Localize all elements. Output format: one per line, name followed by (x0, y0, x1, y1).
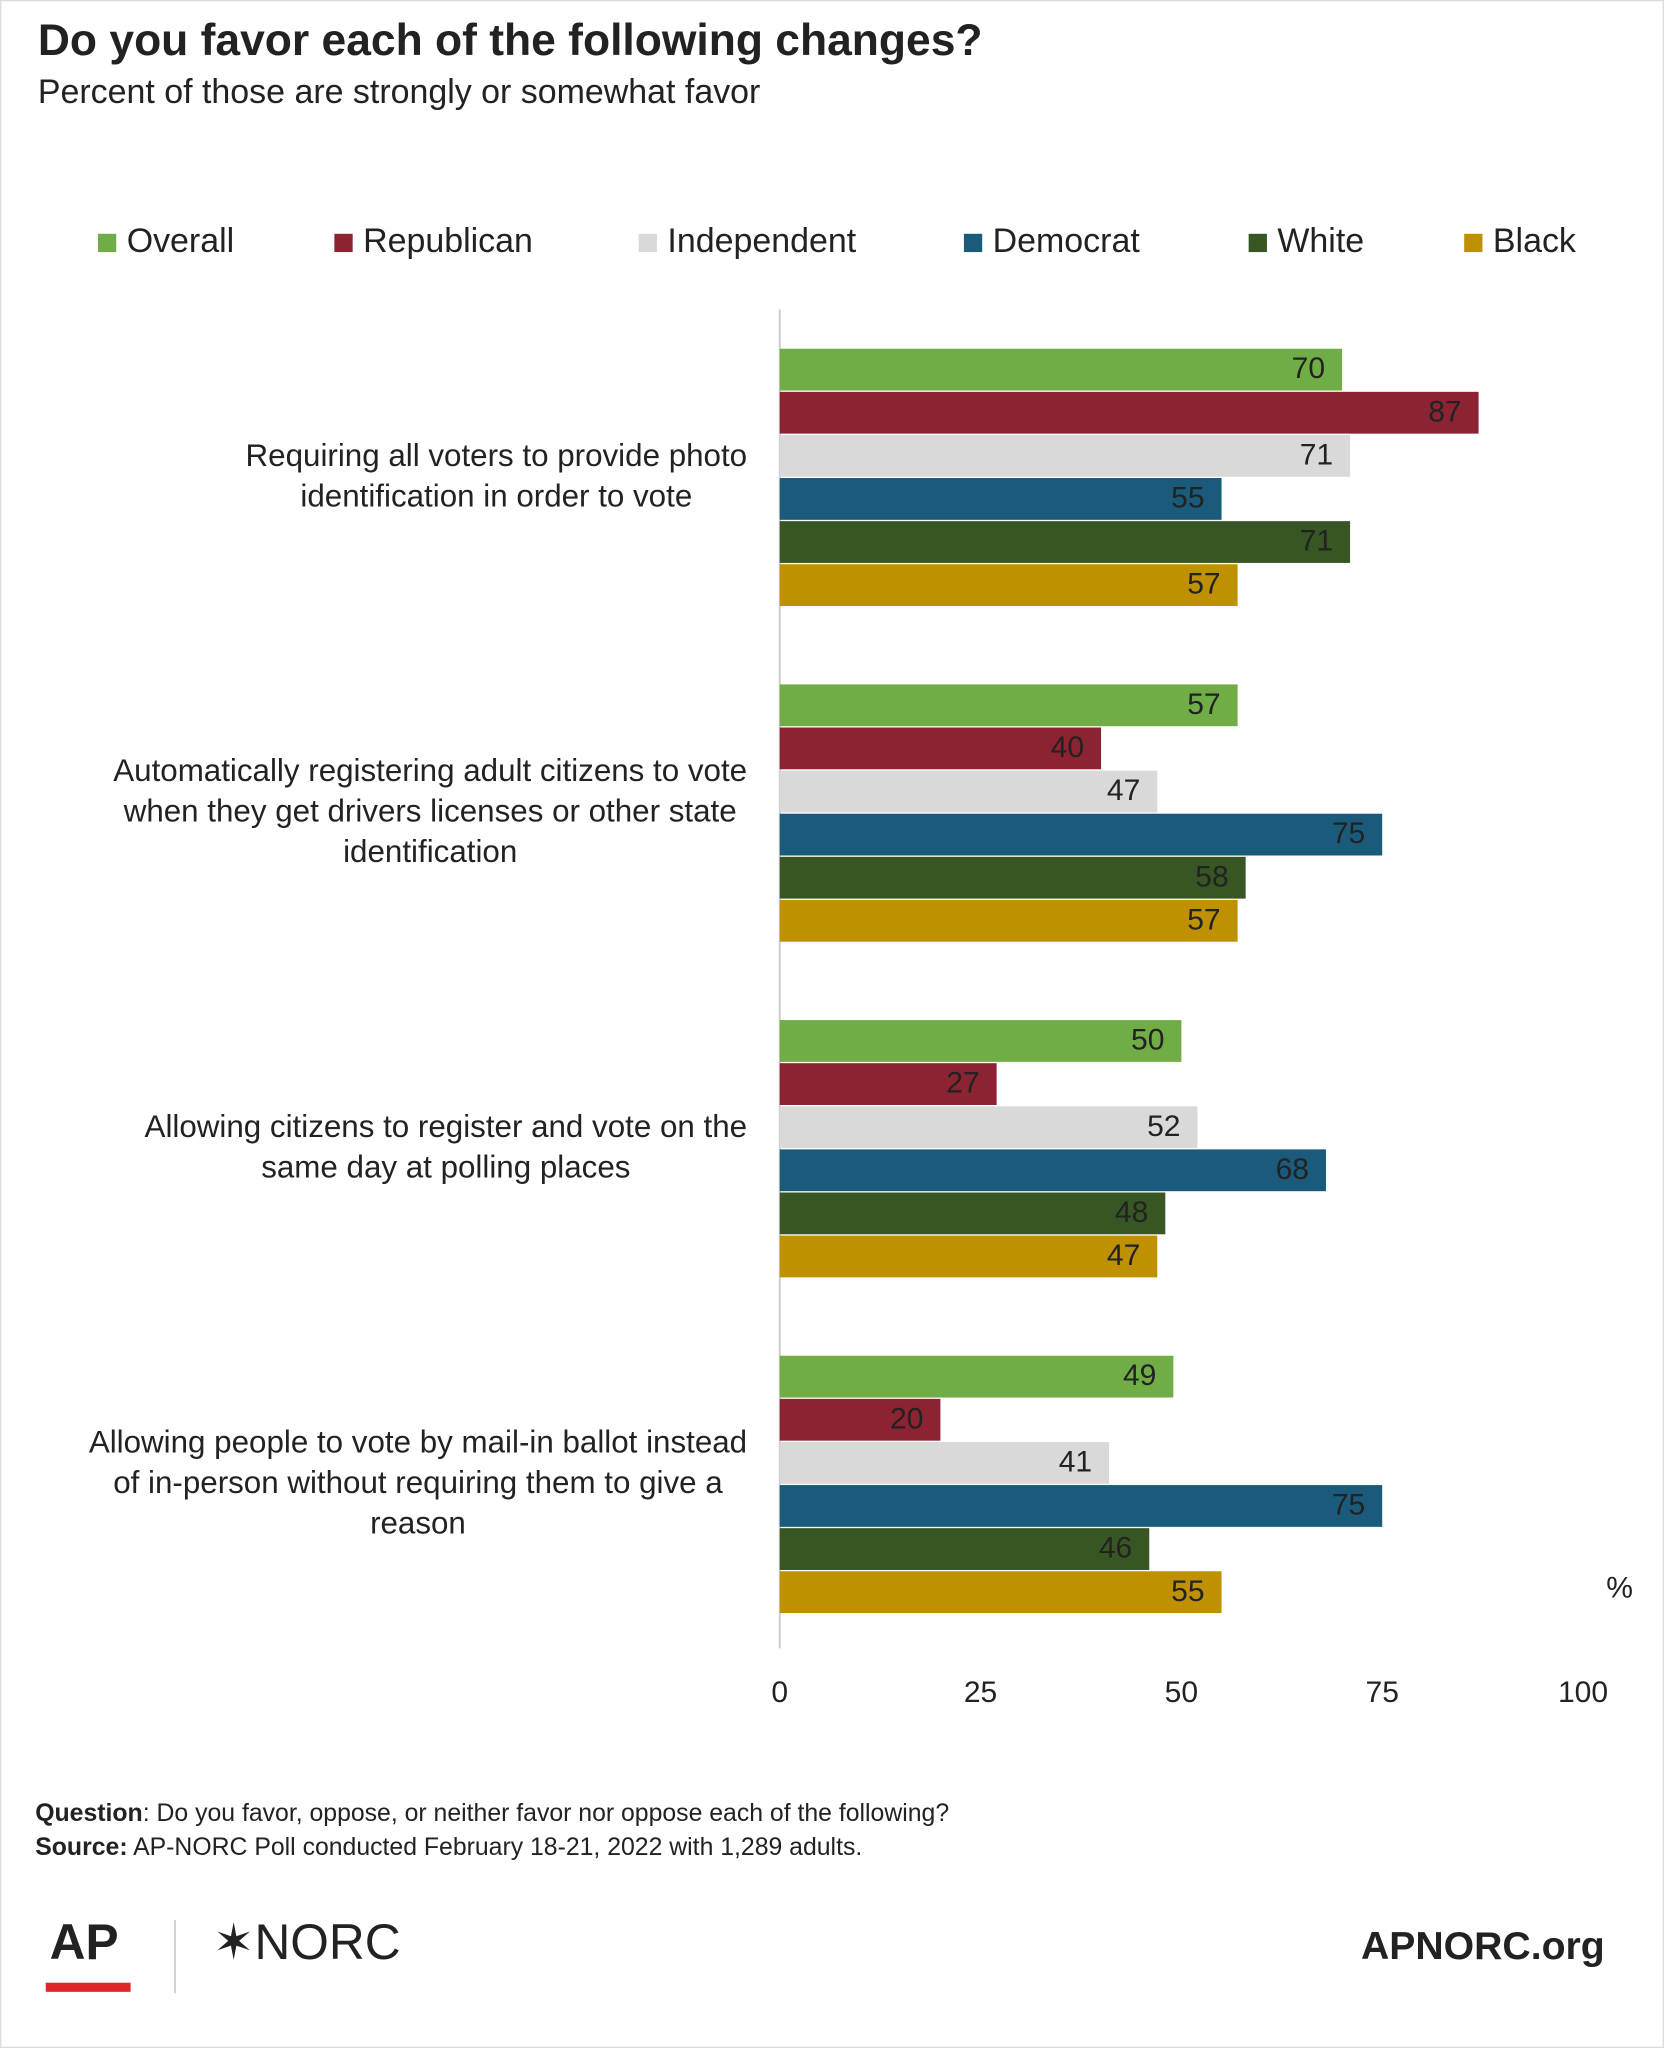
value-label: 57 (1187, 903, 1220, 936)
legend-label: White (1277, 222, 1364, 260)
value-label: 46 (1099, 1532, 1132, 1565)
value-label: 57 (1187, 688, 1220, 721)
bar (779, 813, 1383, 856)
value-label: 41 (1059, 1445, 1092, 1478)
value-label: 50 (1131, 1024, 1164, 1057)
legend-swatch (1248, 233, 1267, 253)
value-label: 47 (1107, 774, 1140, 807)
value-label: 68 (1276, 1153, 1309, 1186)
category-label: Automatically registering adult citizens… (113, 754, 747, 870)
legend-label: Democrat (993, 222, 1141, 260)
x-tick-label: 100 (1558, 1676, 1608, 1709)
bar (779, 348, 1343, 391)
bar (779, 1235, 1158, 1278)
legend-label: Overall (127, 222, 235, 260)
value-label: 47 (1107, 1239, 1140, 1272)
unit-label: % (1606, 1571, 1633, 1604)
value-label: 58 (1195, 860, 1228, 893)
bar (779, 391, 1479, 434)
value-label: 71 (1300, 525, 1333, 558)
value-label: 71 (1300, 438, 1333, 471)
value-label: 40 (1051, 731, 1084, 764)
x-tick-label: 25 (964, 1676, 997, 1709)
value-label: 49 (1123, 1359, 1156, 1392)
legend-swatch (97, 233, 117, 253)
bar (779, 856, 1246, 899)
value-label: 55 (1171, 482, 1204, 515)
x-tick-label: 50 (1165, 1676, 1198, 1709)
bar (779, 478, 1222, 520)
chart-title: Do you favor each of the following chang… (38, 16, 983, 65)
value-label: 55 (1171, 1575, 1204, 1608)
footnote: Question: Do you favor, oppose, or neith… (35, 1800, 949, 1827)
bar (779, 1020, 1182, 1062)
legend-label: Black (1493, 222, 1577, 260)
legend-label: Republican (363, 222, 533, 260)
category-label: Allowing citizens to register and vote o… (145, 1109, 748, 1184)
bar (779, 564, 1238, 607)
value-label: 70 (1292, 352, 1325, 385)
bar (779, 1398, 941, 1441)
site-link: APNORC.org (1361, 1925, 1605, 1968)
bar (779, 1571, 1222, 1614)
value-label: 20 (890, 1402, 923, 1435)
footnote-text: AP-NORC Poll conducted February 18-21, 2… (128, 1834, 863, 1861)
bar (779, 1355, 1174, 1398)
bar (779, 684, 1238, 727)
footnote-label: Source: (35, 1834, 127, 1861)
bar (779, 1063, 997, 1105)
bar (779, 727, 1102, 770)
x-tick-label: 0 (771, 1676, 788, 1709)
legend-swatch (638, 233, 657, 253)
value-label: 57 (1187, 568, 1220, 601)
value-label: 75 (1332, 817, 1365, 850)
bar (779, 434, 1351, 477)
logo: ✶NORC (213, 1914, 401, 1970)
footnote: Source: AP-NORC Poll conducted February … (35, 1834, 862, 1861)
legend-swatch (963, 233, 983, 253)
category-label: Allowing people to vote by mail-in ballo… (89, 1425, 747, 1541)
bar (779, 1528, 1150, 1570)
legend-swatch (334, 233, 353, 253)
bar (779, 899, 1238, 942)
bar (779, 1149, 1326, 1192)
x-tick-label: 75 (1366, 1676, 1399, 1709)
value-label: 48 (1115, 1196, 1148, 1229)
legend-swatch (1464, 233, 1483, 253)
footnote-label: Question (35, 1800, 142, 1827)
bar (779, 1485, 1383, 1527)
bar (779, 521, 1351, 563)
value-label: 52 (1147, 1110, 1180, 1143)
value-label: 87 (1428, 395, 1461, 428)
category-label: Requiring all voters to provide photo ide… (246, 438, 748, 513)
bar (779, 770, 1158, 813)
footnote-text: : Do you favor, oppose, or neither favor… (143, 1800, 949, 1827)
logo: AP (50, 1914, 119, 1970)
bar (779, 1106, 1198, 1149)
logo-underline (45, 1982, 131, 1992)
legend-label: Independent (667, 222, 856, 260)
value-label: 75 (1332, 1489, 1365, 1522)
bar (779, 1441, 1110, 1484)
bar (779, 1192, 1166, 1235)
chart-subtitle: Percent of those are strongly or somewha… (38, 73, 760, 111)
value-label: 27 (946, 1067, 979, 1100)
